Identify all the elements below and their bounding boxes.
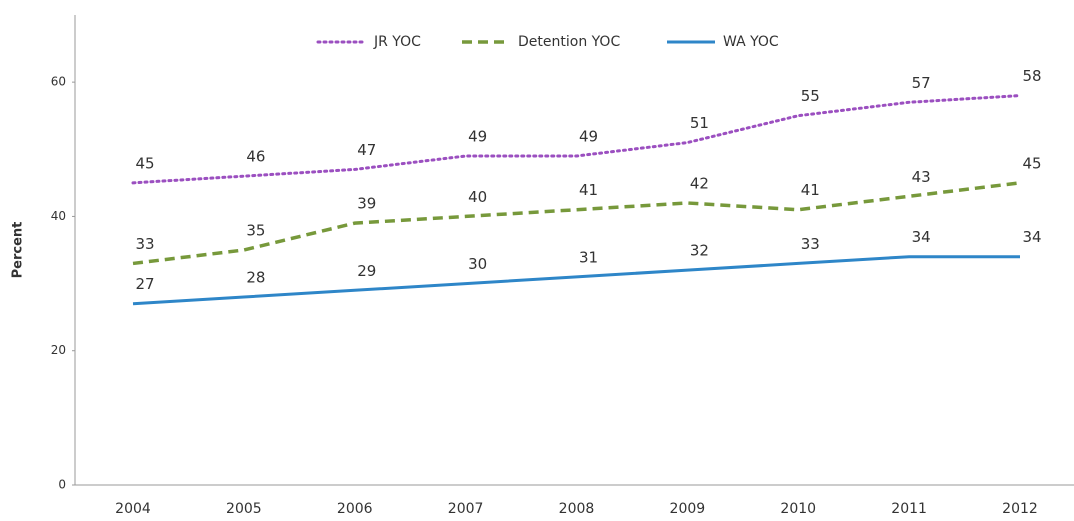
data-label: 34 bbox=[1022, 228, 1041, 246]
data-label: 29 bbox=[357, 262, 376, 280]
legend-label: Detention YOC bbox=[518, 34, 620, 50]
data-label: 51 bbox=[690, 114, 709, 132]
x-tick-label: 2007 bbox=[448, 501, 484, 517]
data-label: 42 bbox=[690, 175, 709, 193]
data-label: 39 bbox=[357, 195, 376, 213]
x-tick-label: 2005 bbox=[226, 501, 262, 517]
x-tick-label: 2011 bbox=[891, 501, 927, 517]
legend-label: JR YOC bbox=[373, 34, 421, 50]
data-label: 33 bbox=[135, 235, 154, 253]
data-label: 47 bbox=[357, 141, 376, 159]
data-label: 41 bbox=[579, 181, 598, 199]
data-label: 45 bbox=[135, 154, 154, 172]
data-label: 34 bbox=[912, 228, 931, 246]
data-label: 27 bbox=[135, 275, 154, 293]
data-label: 46 bbox=[246, 148, 265, 166]
x-tick-label: 2010 bbox=[780, 501, 816, 517]
x-tick-label: 2009 bbox=[670, 501, 706, 517]
y-tick-label: 0 bbox=[58, 478, 66, 492]
series-line bbox=[131, 94, 1022, 185]
data-label: 57 bbox=[912, 74, 931, 92]
series-line bbox=[132, 255, 1020, 306]
data-label: 43 bbox=[912, 168, 931, 186]
data-label: 49 bbox=[579, 128, 598, 146]
data-label: 55 bbox=[801, 87, 820, 105]
data-label: 28 bbox=[246, 269, 265, 287]
legend-label: WA YOC bbox=[723, 34, 779, 50]
y-tick-label: 20 bbox=[51, 343, 66, 357]
x-tick-label: 2008 bbox=[559, 501, 595, 517]
data-label: 58 bbox=[1022, 67, 1041, 85]
data-label: 45 bbox=[1022, 154, 1041, 172]
data-label: 41 bbox=[801, 181, 820, 199]
x-tick-label: 2004 bbox=[115, 501, 151, 517]
data-label: 35 bbox=[246, 222, 265, 240]
x-tick-label: 2012 bbox=[1002, 501, 1038, 517]
data-label: 40 bbox=[468, 188, 487, 206]
data-label: 32 bbox=[690, 242, 709, 260]
y-tick-label: 40 bbox=[51, 209, 66, 223]
series-line bbox=[132, 181, 1021, 266]
data-label: 49 bbox=[468, 128, 487, 146]
y-axis-label: Percent bbox=[11, 222, 26, 279]
data-label: 31 bbox=[579, 248, 598, 266]
data-label: 33 bbox=[801, 235, 820, 253]
y-tick-label: 60 bbox=[51, 75, 66, 89]
x-tick-label: 2006 bbox=[337, 501, 373, 517]
data-label: 30 bbox=[468, 255, 487, 273]
